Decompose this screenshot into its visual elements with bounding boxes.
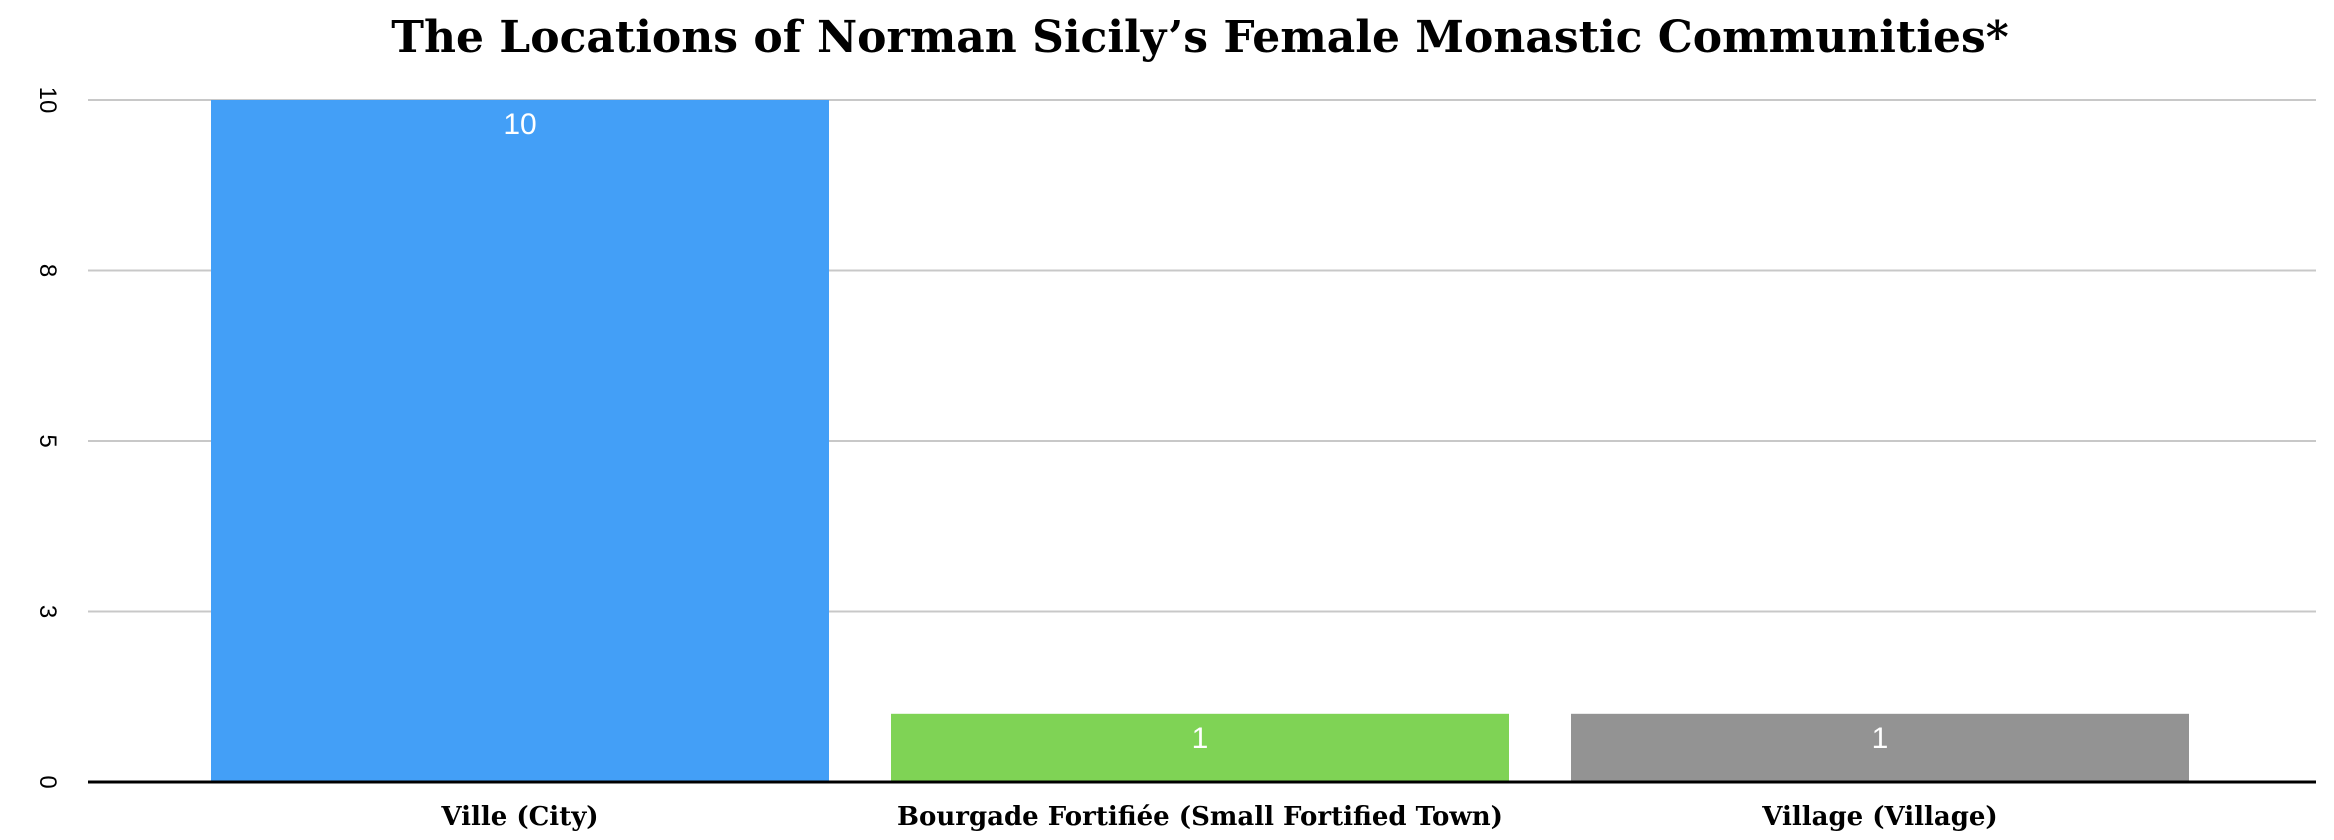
y-tick-label: 8 — [34, 264, 61, 277]
chart-title: The Locations of Norman Sicily’s Female … — [391, 12, 2009, 63]
bar — [211, 100, 829, 782]
category-labels: Ville (City) Bourgade Fortifiée (Small Fo… — [440, 802, 1997, 832]
y-axis-ticks: 0 3 5 8 10 — [34, 87, 61, 789]
data-label: 10 — [503, 108, 536, 141]
data-labels: 10 1 1 — [503, 108, 1888, 755]
category-label: Ville (City) — [440, 802, 598, 832]
bar — [891, 713, 1509, 782]
category-label: Village (Village) — [1761, 802, 1998, 832]
y-tick-label: 10 — [34, 87, 61, 114]
bar — [1571, 713, 2189, 782]
y-tick-label: 5 — [34, 434, 61, 447]
bars — [211, 100, 2189, 782]
y-tick-label: 0 — [34, 775, 61, 788]
data-label: 1 — [1192, 722, 1209, 755]
data-label: 1 — [1872, 722, 1889, 755]
category-label: Bourgade Fortifiée (Small Fortified Town… — [897, 802, 1503, 832]
y-tick-label: 3 — [34, 605, 61, 618]
